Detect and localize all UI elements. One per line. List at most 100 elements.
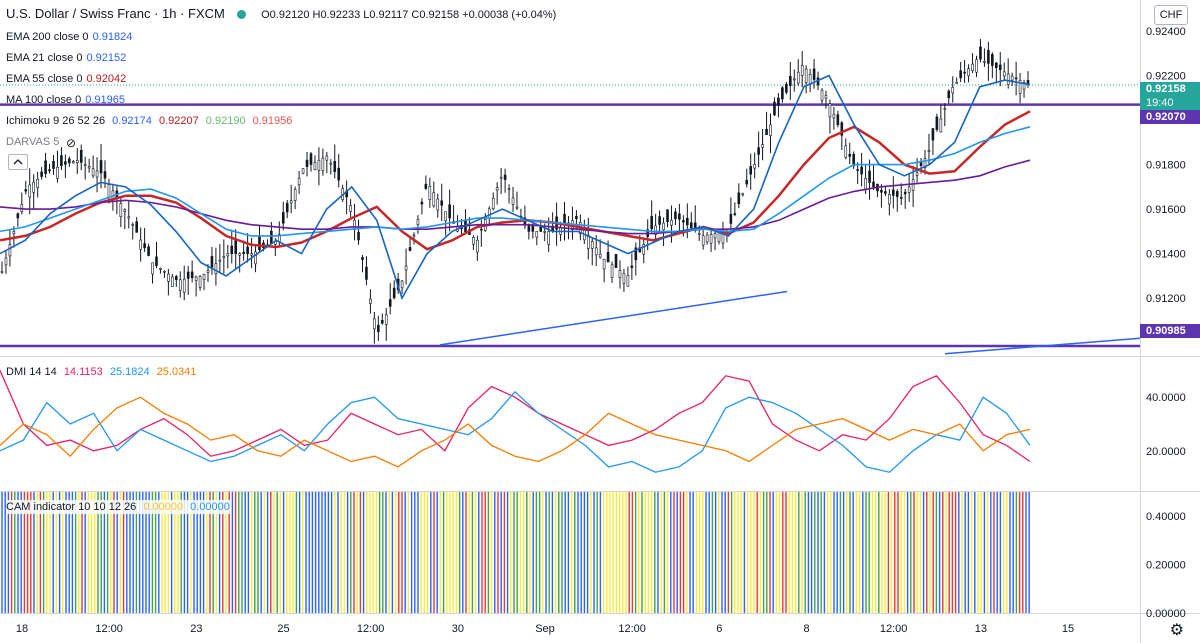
candle-body	[614, 254, 618, 268]
candle-body	[448, 204, 451, 219]
candle-body	[686, 217, 689, 226]
candle-body	[83, 164, 87, 166]
candle-body	[998, 64, 1002, 71]
candle-body	[222, 256, 226, 259]
candle-body	[594, 247, 598, 256]
legend-cam[interactable]: CAM indicator 10 10 12 26 0.00000 0.0000…	[6, 500, 230, 514]
candle-body	[230, 245, 234, 254]
candle-body	[713, 233, 717, 239]
price-tick-label: 0.92400	[1146, 26, 1186, 38]
candle-body	[931, 128, 935, 141]
candle-body	[618, 270, 622, 279]
time-tick-label: 13	[975, 623, 987, 635]
candle-body	[432, 192, 436, 207]
candle-body	[369, 298, 372, 304]
time-tick-label: 30	[452, 623, 464, 635]
lower-line-price-tag: 0.90985	[1140, 324, 1200, 338]
candle-body	[337, 167, 341, 181]
candle-body	[143, 243, 146, 249]
candle-body	[856, 169, 859, 171]
cam-tick-label: 0.20000	[1146, 560, 1186, 572]
candle-body	[1022, 82, 1026, 90]
candle-body	[983, 61, 986, 63]
settings-gear-icon[interactable]: ⚙	[1169, 622, 1184, 639]
candle-body	[872, 181, 875, 188]
candle-body	[28, 184, 32, 198]
candle-body	[717, 232, 721, 242]
time-tick-label: 12:00	[880, 623, 908, 635]
candle-body	[757, 147, 760, 155]
ma-line-ma-100	[0, 126, 1031, 237]
candle-body	[186, 271, 190, 279]
candle-body	[99, 160, 103, 174]
candle-body	[333, 160, 337, 172]
candle-body	[123, 209, 127, 212]
dmi-pane[interactable]	[0, 370, 1031, 473]
candle-body	[436, 198, 440, 211]
candle-body	[789, 76, 792, 86]
candle-body	[650, 216, 653, 230]
candle-body	[408, 247, 412, 251]
candle-body	[487, 208, 491, 219]
currency-button[interactable]: CHF	[1154, 5, 1188, 25]
candle-body	[198, 275, 202, 288]
candle-body	[416, 219, 420, 225]
candle-body	[103, 171, 107, 179]
legend-ema55[interactable]: EMA 55 close 0 0.92042	[6, 73, 127, 85]
candle-body	[697, 233, 701, 235]
candle-body	[301, 168, 305, 174]
candle-body	[1010, 75, 1014, 81]
candle-body	[72, 161, 75, 164]
candle-body	[919, 162, 923, 167]
candle-body	[915, 172, 919, 176]
candle-body	[745, 180, 749, 185]
candle-body	[907, 186, 911, 193]
legend-ma100[interactable]: MA 100 close 0 0.91965	[6, 94, 125, 106]
candle-body	[884, 191, 887, 194]
ohlc-readout: O0.92120 H0.92233 L0.92117 C0.92158 +0.0…	[261, 9, 557, 21]
hidden-eye-icon[interactable]: ⊘	[66, 136, 77, 150]
candle-body	[36, 179, 39, 188]
candle-body	[234, 240, 238, 254]
legend-ema200[interactable]: EMA 200 close 0 0.91824	[6, 31, 133, 43]
candle-body	[995, 62, 998, 68]
candle-body	[777, 97, 780, 106]
candle-body	[634, 247, 638, 261]
time-tick-label: 25	[277, 623, 289, 635]
cam-tick-label: 0.00000	[1146, 608, 1186, 620]
candle-body	[832, 113, 836, 119]
candle-body	[4, 257, 8, 266]
candle-body	[860, 166, 863, 175]
dmi-line-2	[0, 396, 1031, 468]
trend-line-rising	[439, 290, 788, 346]
trend-line-lower	[944, 337, 1141, 355]
candle-body	[892, 189, 895, 196]
candle-body	[167, 273, 170, 282]
candle-body	[258, 236, 261, 251]
candle-body	[281, 212, 285, 224]
symbol-title: U.S. Dollar / Swiss Franc · 1h · FXCM	[6, 6, 225, 21]
dmi-line-0	[0, 370, 1031, 463]
candle-body	[119, 203, 123, 218]
candle-body	[56, 166, 59, 179]
legend-ichimoku[interactable]: Ichimoku 9 26 52 26 0.92174 0.92207 0.92…	[6, 115, 293, 127]
candle-body	[420, 201, 424, 205]
collapse-legend-icon[interactable]	[8, 154, 28, 170]
candle-body	[1018, 80, 1022, 94]
cam-tick-label: 0.40000	[1146, 511, 1186, 523]
time-tick-label: 12:00	[618, 623, 646, 635]
legend-darvas[interactable]: DARVAS 5	[6, 136, 60, 148]
candle-body	[709, 234, 713, 244]
candle-body	[979, 46, 982, 60]
candle-body	[48, 169, 51, 172]
legend-dmi[interactable]: DMI 14 14 14.1153 25.1824 25.0341	[6, 366, 197, 378]
candle-body	[238, 253, 241, 256]
candle-body	[178, 279, 182, 291]
legend-ema21[interactable]: EMA 21 close 0 0.92152	[6, 52, 127, 64]
time-tick-label: 18	[16, 623, 28, 635]
main-price-pane[interactable]	[0, 39, 1141, 355]
candle-body	[285, 202, 289, 213]
candle-body	[127, 216, 131, 219]
